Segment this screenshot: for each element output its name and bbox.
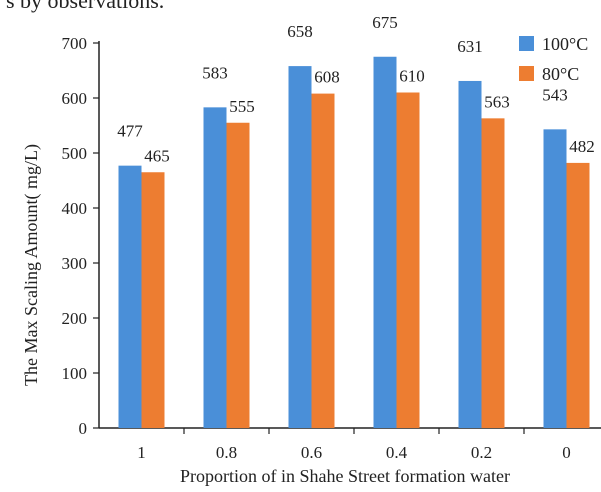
x-tick-label: 1: [137, 443, 146, 462]
bar-value-label: 583: [202, 63, 228, 82]
x-tick-label: 0.4: [386, 443, 408, 462]
legend-label: 80°C: [542, 64, 579, 84]
x-tick-label: 0: [562, 443, 571, 462]
bar-80c: [481, 118, 505, 428]
clipped-caption-label: s by observations.: [6, 0, 165, 13]
bar-value-label: 477: [117, 122, 143, 141]
chart-legend: 100°C 80°C: [519, 34, 588, 84]
y-axis-title: The Max Scaling Amount( mg/L): [21, 144, 42, 386]
y-tick-label: 500: [62, 144, 88, 163]
bar-80c: [226, 122, 250, 428]
y-tick-label: 0: [79, 419, 88, 438]
bar-value-label: 631: [457, 37, 483, 56]
x-tick-label: 0.2: [471, 443, 492, 462]
data-labels: 477 583 658 675 631 543 465 555 608 610 563 482: [117, 13, 595, 166]
bar-80c: [566, 162, 590, 428]
x-axis-title: Proportion of in Shahe Street formation …: [180, 466, 510, 486]
chart-bars: [118, 56, 590, 428]
bar-value-label: 555: [229, 97, 255, 116]
legend-swatch: [519, 36, 534, 51]
bar-100c: [118, 165, 142, 428]
bar-value-label: 658: [287, 22, 313, 41]
bar-100c: [203, 107, 227, 428]
x-tick-label: 0.6: [301, 443, 322, 462]
bar-80c: [311, 93, 335, 428]
y-tick-label: 300: [62, 254, 88, 273]
bar-100c: [458, 80, 482, 428]
clipped-caption-text: s by observations.: [0, 0, 601, 26]
legend-swatch: [519, 66, 534, 81]
chart-axes: 0 100 200 300 400 500 600 700 1 0.8 0.6 0.4 0.2 0: [62, 34, 601, 462]
y-tick-label: 700: [62, 34, 88, 53]
bar-value-label: 563: [484, 92, 510, 111]
y-tick-label: 400: [62, 199, 88, 218]
y-tick-label: 200: [62, 309, 88, 328]
bar-100c: [288, 66, 312, 428]
bar-value-label: 482: [569, 137, 595, 156]
bar-value-label: 675: [372, 13, 398, 32]
y-tick-label: 600: [62, 89, 88, 108]
bar-value-label: 610: [399, 67, 425, 86]
bar-value-label: 543: [542, 85, 568, 104]
bar-value-label: 465: [144, 146, 170, 165]
x-tick-label: 0.8: [216, 443, 237, 462]
legend-label: 100°C: [542, 34, 588, 54]
bar-80c: [141, 172, 165, 428]
bar-100c: [373, 56, 397, 428]
bar-100c: [543, 129, 567, 428]
bar-80c: [396, 92, 420, 428]
y-tick-label: 100: [62, 364, 88, 383]
bar-value-label: 608: [314, 68, 340, 87]
